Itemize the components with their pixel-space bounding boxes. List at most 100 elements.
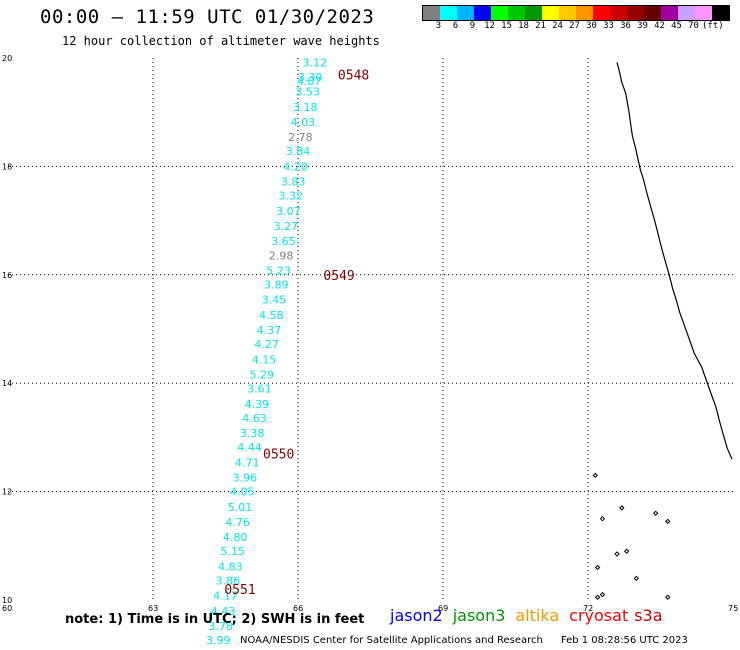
wave-height-value: 4.63 (242, 412, 267, 425)
wave-height-value: 5.23 (266, 264, 291, 277)
pass-time-label: 0550 (263, 448, 294, 463)
island (594, 594, 601, 600)
wave-height-value: 3.45 (262, 294, 287, 307)
island (599, 515, 606, 522)
island (594, 564, 601, 571)
colorbar-swatch (457, 6, 474, 20)
wave-height-value: 2.98 (269, 249, 294, 262)
wave-height-value: 3.96 (233, 472, 258, 485)
colorbar-swatch (593, 6, 610, 20)
colorbar-label: 42 (654, 21, 665, 31)
lon-tick-label: 69 (438, 604, 448, 613)
colorbar-swatch (695, 6, 712, 20)
wave-height-value: 4.05 (230, 486, 255, 499)
colorbar-swatch (491, 6, 508, 20)
wave-height-value: 4.20 (283, 160, 308, 173)
wave-height-value: 4.37 (257, 324, 282, 337)
wave-height-value: 3.86 (216, 574, 241, 587)
island (665, 594, 671, 600)
footer-credit: NOAA/NESDIS Center for Satellite Applica… (240, 635, 688, 646)
colorbar-swatch (576, 6, 593, 20)
wave-height-value: 4.03 (291, 116, 316, 129)
colorbar-label: 70 (688, 21, 699, 31)
colorbar-label: 6 (452, 21, 459, 31)
wave-height-value: 3.83 (281, 176, 306, 189)
island (592, 472, 598, 479)
wave-height-value: 3.89 (264, 279, 289, 292)
island (633, 575, 640, 582)
island (619, 505, 625, 511)
colorbar-label: 9 (469, 21, 476, 31)
wave-height-value: 4.44 (237, 441, 262, 454)
legend-altika: altika (515, 606, 560, 625)
units-note: note: 1) Time is in UTC; 2) SWH is in fe… (65, 612, 365, 627)
wave-height-value: 5.15 (221, 545, 246, 558)
lat-tick-label: 18 (2, 162, 12, 171)
colorbar-swatch (661, 6, 678, 20)
lat-tick-label: 12 (2, 488, 12, 497)
lat-tick-label: 16 (2, 271, 12, 280)
colorbar-swatch (474, 6, 491, 20)
colorbar-label: 21 (535, 21, 546, 31)
wave-height-value: 4.83 (218, 560, 243, 573)
lon-tick-label: 75 (728, 604, 738, 613)
colorbar-swatch (627, 6, 644, 20)
wave-height-value: 3.27 (274, 220, 299, 233)
wave-height-value: 4.07 (297, 75, 322, 88)
colorbar-swatch (440, 6, 457, 20)
colorbar-label: 12 (484, 21, 495, 31)
generated-timestamp: Feb 1 08:28:56 UTC 2023 (560, 635, 688, 646)
colorbar-swatch (678, 6, 695, 20)
wave-height-value: 3.18 (293, 101, 318, 114)
island (623, 548, 630, 554)
colorbar-swatch (559, 6, 576, 20)
legend-s3a: s3a (634, 606, 663, 625)
wave-height-value: 4.71 (235, 456, 260, 469)
lat-tick-label: 14 (2, 379, 12, 388)
colorbar-label: 45 (671, 21, 682, 31)
wave-height-value: 3.78 (208, 620, 233, 633)
wave-height-value: 3.12 (303, 56, 328, 69)
legend-jason3: jason3 (452, 606, 506, 625)
lon-tick-label: 66 (293, 604, 303, 613)
colorbar-label: 18 (518, 21, 529, 31)
colorbar-label: 24 (552, 21, 563, 31)
wave-height-value: 3.99 (206, 634, 231, 647)
map-title: 00:00 – 11:59 UTC 01/30/2023 (40, 6, 375, 28)
colorbar-swatch (508, 6, 525, 20)
legend-cryosat: cryosat (569, 606, 629, 625)
island (614, 551, 620, 557)
wave-height-value: 4.27 (254, 338, 279, 351)
wave-height-value: 5.29 (250, 369, 275, 382)
wave-height-value: 3.32 (279, 190, 304, 203)
pass-time-label: 0549 (323, 269, 354, 284)
colorbar-swatch (542, 6, 559, 20)
island (599, 591, 606, 598)
colorbar-label: 27 (569, 21, 580, 31)
wave-height-value: 3.61 (247, 383, 272, 396)
wave-height-value: 3.07 (276, 205, 301, 218)
lon-tick-label: 72 (583, 604, 593, 613)
lon-tick-label: 63 (148, 604, 158, 613)
wave-height-value: 2.78 (288, 131, 313, 144)
wave-height-value: 4.76 (225, 516, 250, 529)
satellite-legend: jason2 jason3 altika cryosat s3a (390, 606, 673, 625)
wave-height-value: 3.30 (298, 71, 323, 84)
lat-tick-label: 20 (2, 54, 12, 63)
legend-jason2: jason2 (390, 606, 443, 625)
wave-height-value: 4.39 (245, 398, 270, 411)
pass-time-label: 0548 (338, 68, 369, 83)
wave-height-colorbar (422, 5, 730, 21)
map-subtitle: 12 hour collection of altimeter wave hei… (62, 34, 380, 48)
island (665, 518, 671, 525)
colorbar-label: 36 (620, 21, 631, 31)
colorbar-swatch (644, 6, 661, 20)
wave-height-value: 4.58 (259, 309, 284, 322)
wave-height-value: 3.53 (295, 86, 320, 99)
colorbar-label: 15 (501, 21, 512, 31)
coastline (616, 62, 733, 460)
colorbar-label: 30 (586, 21, 597, 31)
colorbar-swatch (712, 6, 729, 20)
colorbar-label: 39 (637, 21, 648, 31)
wave-height-value: 4.43 (211, 605, 236, 618)
